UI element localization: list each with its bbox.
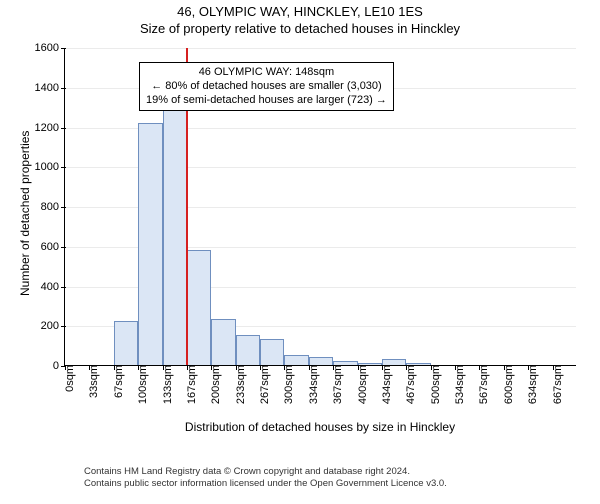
x-tick: 267sqm: [259, 365, 271, 404]
y-tick: 1000: [35, 161, 65, 173]
x-tick: 500sqm: [430, 365, 442, 404]
footnote-line2: Contains public sector information licen…: [84, 478, 447, 490]
plot-area: 020040060080010001200140016000sqm33sqm67…: [64, 48, 576, 366]
x-tick: 0sqm: [64, 365, 76, 392]
x-tick: 400sqm: [357, 365, 369, 404]
x-tick: 434sqm: [381, 365, 393, 404]
x-axis-label: Distribution of detached houses by size …: [64, 420, 576, 434]
y-axis-label: Number of detached properties: [18, 131, 32, 296]
page-title-address: 46, OLYMPIC WAY, HINCKLEY, LE10 1ES: [0, 4, 600, 19]
histogram-bar: [138, 123, 162, 365]
callout-line-2: 19% of semi-detached houses are larger (…: [146, 94, 387, 108]
y-tick: 200: [41, 320, 65, 332]
callout-box: 46 OLYMPIC WAY: 148sqm← 80% of detached …: [139, 62, 394, 111]
x-tick: 300sqm: [283, 365, 295, 404]
histogram-bar: [114, 321, 138, 365]
y-tick: 1600: [35, 42, 65, 54]
x-tick: 567sqm: [478, 365, 490, 404]
footnote: Contains HM Land Registry data © Crown c…: [84, 466, 447, 491]
chart-container: 020040060080010001200140016000sqm33sqm67…: [0, 42, 600, 442]
x-tick: 33sqm: [88, 365, 100, 398]
histogram-bar: [187, 250, 211, 365]
x-tick: 200sqm: [210, 365, 222, 404]
x-tick: 634sqm: [527, 365, 539, 404]
x-tick: 133sqm: [162, 365, 174, 404]
histogram-bar: [284, 355, 308, 365]
y-tick: 1400: [35, 82, 65, 94]
histogram-bar: [163, 109, 187, 365]
x-tick: 167sqm: [186, 365, 198, 404]
histogram-bar: [260, 339, 284, 365]
page-title-sub: Size of property relative to detached ho…: [0, 21, 600, 36]
histogram-bar: [236, 335, 260, 365]
callout-line-0: 46 OLYMPIC WAY: 148sqm: [146, 66, 387, 80]
y-tick: 1200: [35, 122, 65, 134]
x-tick: 467sqm: [405, 365, 417, 404]
x-tick: 600sqm: [503, 365, 515, 404]
footnote-line1: Contains HM Land Registry data © Crown c…: [84, 466, 447, 478]
callout-line-1: ← 80% of detached houses are smaller (3,…: [146, 80, 387, 94]
y-tick: 600: [41, 241, 65, 253]
histogram-bar: [309, 357, 333, 365]
x-tick: 67sqm: [113, 365, 125, 398]
x-tick: 367sqm: [332, 365, 344, 404]
x-tick: 233sqm: [235, 365, 247, 404]
y-tick: 400: [41, 281, 65, 293]
y-tick: 800: [41, 201, 65, 213]
x-tick: 334sqm: [308, 365, 320, 404]
histogram-bar: [211, 319, 235, 365]
x-tick: 534sqm: [454, 365, 466, 404]
x-tick: 667sqm: [552, 365, 564, 404]
x-tick: 100sqm: [137, 365, 149, 404]
gridline: [65, 48, 576, 49]
